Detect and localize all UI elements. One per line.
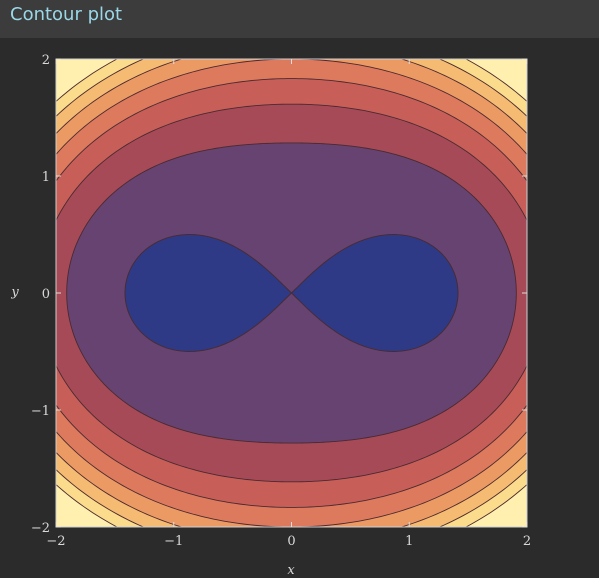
y-tick-label: 2 [42,53,50,68]
header-bar: Contour plot [0,0,599,38]
contour-plot: −2 −1 0 1 2 −2 −1 0 1 2 x y [0,38,599,578]
x-tick-label: 1 [405,534,413,549]
x-tick-label: 0 [287,534,295,549]
y-tick-label: 1 [42,170,50,185]
x-axis-label: x [287,563,295,578]
x-tick-label: −2 [46,534,65,549]
page-title: Contour plot [10,4,123,25]
x-tick-label: −1 [164,534,183,549]
y-axis-label: y [10,285,19,300]
contour-plot-svg: −2 −1 0 1 2 −2 −1 0 1 2 x y [10,53,531,578]
y-tick-label: 0 [42,287,50,302]
x-tick-label: 2 [523,534,531,549]
y-tick-label: −2 [31,521,50,536]
contour-region-level-0 [124,234,459,352]
y-tick-label: −1 [31,404,50,419]
